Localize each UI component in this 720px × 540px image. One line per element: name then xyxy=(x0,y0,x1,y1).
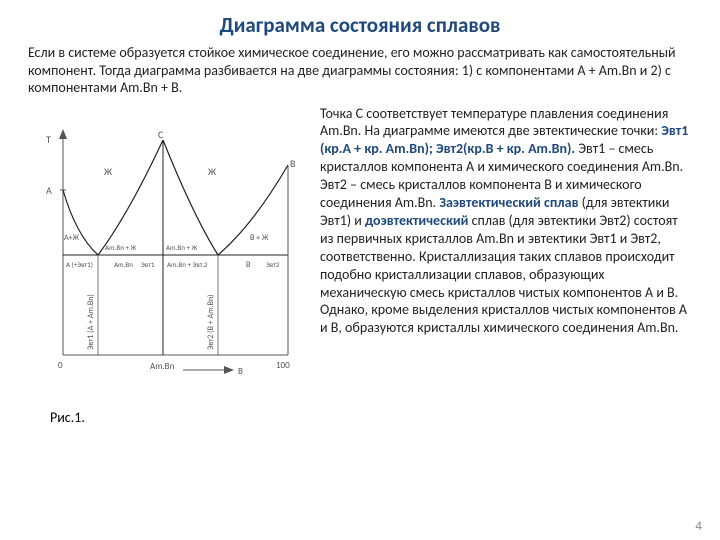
lbl-AmBn-mid: Am.Bn xyxy=(114,260,133,269)
arrow-b-label: B xyxy=(238,366,243,377)
x-ambn: Am.Bn xyxy=(150,361,175,372)
pt-A: A xyxy=(46,184,52,197)
lbl-BZh: В + Ж xyxy=(250,233,269,243)
content-row: B Т 0 100 Am.Bn A С B xyxy=(28,105,692,426)
page-title: Диаграмма состояния сплавов xyxy=(28,12,692,38)
body-hl2: Заэвтектический сплав xyxy=(439,194,578,211)
pt-B: B xyxy=(290,157,296,170)
lbl-AmBnZh-l: Am.Bn + Ж xyxy=(105,243,137,252)
y-label: Т xyxy=(46,133,51,146)
lbl-B: B xyxy=(246,260,251,270)
vtext-left: Эвт1 (А + Am.Bn) xyxy=(86,294,96,350)
body-text: Точка С соответствует температуре плавле… xyxy=(320,105,692,426)
vtext-right: Эвт2 (В + Am.Bn) xyxy=(206,294,216,350)
lbl-AmBnZh-r: Am.Bn + Ж xyxy=(166,243,198,252)
figure-column: B Т 0 100 Am.Bn A С B xyxy=(28,105,308,426)
body-hl3: доэвтектический xyxy=(365,212,468,229)
lbl-AEvt1: A (+Эвт1) xyxy=(66,260,93,269)
lbl-Evt2: Эвт2 xyxy=(266,260,280,269)
figure-caption: Рис.1. xyxy=(50,409,308,426)
lbl-Evt1: Эвт1 xyxy=(141,260,155,269)
lbl-AmBnEvt2: Am.Bn + Эвт.2 xyxy=(167,260,208,269)
body-p1: Точка С соответствует температуре плавле… xyxy=(320,105,668,140)
lbl-liquid-l: Ж xyxy=(104,165,112,178)
pt-C: С xyxy=(158,128,164,141)
body-p4: сплав (для эвтектики Эвт2) состоят из пе… xyxy=(320,212,687,336)
phase-diagram: B Т 0 100 Am.Bn A С B xyxy=(28,105,308,405)
lbl-AZh: А+Ж xyxy=(64,233,80,243)
x-origin: 0 xyxy=(58,360,63,371)
page-number: 4 xyxy=(695,519,702,534)
intro-paragraph: Если в системе образуется стойкое химиче… xyxy=(28,44,692,97)
x-right: 100 xyxy=(276,360,290,371)
lbl-liquid-r: Ж xyxy=(208,165,216,178)
